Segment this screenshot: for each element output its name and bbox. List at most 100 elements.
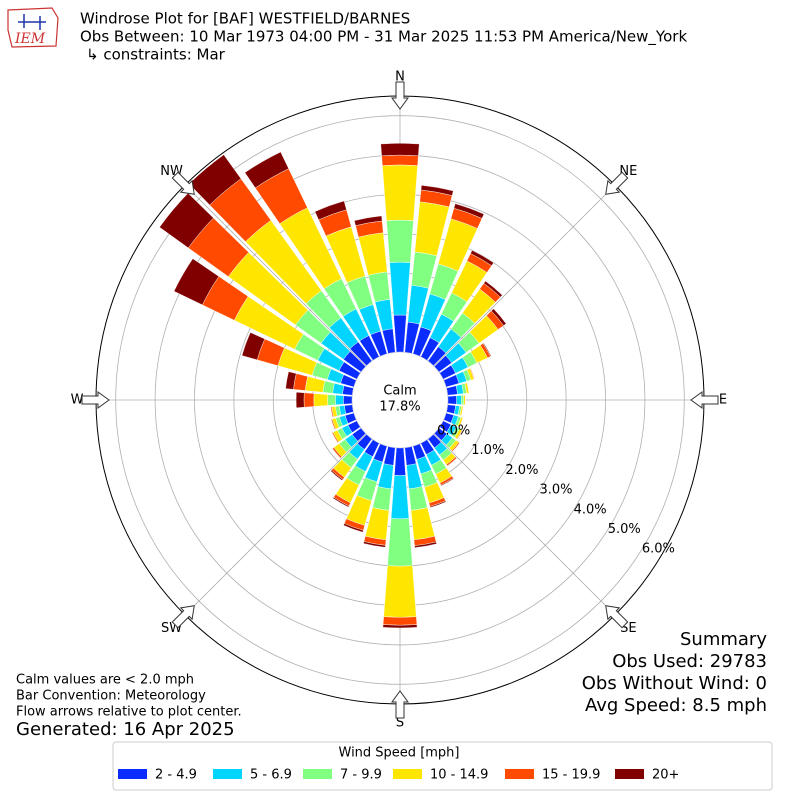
generated: Generated: 16 Apr 2025 (16, 719, 235, 740)
flow-arrow (171, 171, 195, 195)
bar-segment (482, 342, 492, 357)
flow-arrow-shape (171, 171, 195, 195)
bar-segment (332, 496, 350, 508)
x-tick-label: E (719, 393, 727, 408)
legend-label: 10 - 14.9 (430, 768, 488, 783)
bar-segment (343, 523, 364, 533)
bar-segment (414, 541, 437, 548)
bar-segment (365, 507, 390, 541)
bar-segment (382, 624, 418, 629)
logo-icon (18, 14, 46, 30)
legend-swatch (213, 769, 242, 779)
bar-segment (330, 406, 333, 418)
legend-swatch (118, 769, 147, 779)
flow-arrow-shape (171, 605, 195, 629)
logo-outline (7, 7, 59, 48)
bar-segment (381, 154, 419, 166)
bar-segment (313, 393, 328, 407)
bar-segment (244, 151, 289, 189)
flow-arrow (171, 605, 195, 629)
y-tick-label: 4.0% (574, 502, 607, 517)
bar-segment (335, 394, 344, 406)
bar-segment (343, 395, 353, 405)
bar-segment (367, 271, 391, 303)
bar-segment (456, 395, 462, 405)
summary-line: Avg Speed: 8.5 mph (585, 695, 767, 716)
bar-segment (382, 616, 418, 626)
flow-arrow-shape (391, 81, 409, 110)
bar-segment (332, 383, 345, 395)
y-tick-label: 0.0% (437, 424, 470, 439)
bar-segment (410, 507, 435, 541)
flow-arrow-shape (391, 690, 409, 719)
x-tick-label: W (71, 393, 84, 408)
constraints: ↳ constraints: Mar (86, 46, 226, 64)
note: Flow arrows relative to plot center. (16, 705, 242, 720)
bar-segment (461, 406, 464, 416)
bar-segment (331, 448, 341, 459)
bar-segment (470, 250, 494, 266)
legend-swatch (505, 769, 534, 779)
legend-label: 5 - 6.9 (250, 768, 292, 783)
bar-segment (303, 392, 315, 408)
flow-arrow (391, 690, 409, 719)
x-tick-label: S (396, 716, 404, 731)
legend-label: 7 - 9.9 (340, 768, 382, 783)
flow-arrow-shape (605, 605, 629, 629)
bar-segment (440, 477, 454, 487)
chart-subtitle: Obs Between: 10 Mar 1973 04:00 PM - 31 M… (80, 28, 687, 47)
bar-segment (447, 457, 458, 467)
note: Calm values are < 2.0 mph (16, 673, 194, 688)
y-tick-label: 2.0% (505, 463, 538, 478)
flow-arrow (605, 605, 629, 629)
flow-arrow-shape (690, 391, 719, 409)
bar-segment (241, 332, 265, 361)
flow-arrow (690, 391, 719, 409)
flow-arrow (605, 171, 629, 195)
y-tick-label: 6.0% (642, 542, 675, 557)
bar-segment (389, 262, 411, 316)
logo-text: IEM (14, 31, 46, 47)
bar-segment (314, 200, 347, 221)
bar-segment (408, 486, 428, 511)
legend-label: 2 - 4.9 (155, 768, 197, 783)
bar-segment (447, 395, 457, 405)
bar-segment (390, 475, 410, 520)
calm-label: Calm (383, 384, 416, 399)
bar-segment (429, 500, 447, 508)
bar-segment (383, 565, 417, 618)
bar-segment (453, 203, 485, 219)
legend-label: 20+ (652, 768, 679, 783)
bar-segment (461, 395, 464, 405)
bar-segment (420, 185, 454, 196)
bar-segment (304, 376, 326, 393)
bar-segment (173, 258, 220, 306)
legend-title: Wind Speed [mph] (339, 746, 460, 761)
bar-segment (372, 486, 392, 511)
bar-segment (285, 371, 297, 390)
bar-segment (354, 215, 383, 226)
bar-segment (327, 394, 336, 406)
bar-segment (386, 219, 414, 263)
x-tick-label: N (395, 70, 405, 85)
grid-line (433, 184, 616, 367)
bar-segment (452, 442, 460, 452)
bar-segment (467, 382, 470, 394)
y-tick-label: 5.0% (608, 522, 641, 537)
bar-segment (491, 308, 507, 326)
calm-percent: 17.8% (379, 400, 420, 415)
legend: 2 - 4.9 5 - 6.9 7 - 9.9 10 - 14.9 15 - 19.9 2… (118, 768, 679, 783)
flow-arrow-shape (81, 391, 110, 409)
summary-line: Obs Without Wind: 0 (582, 673, 767, 694)
bar-segment (446, 404, 456, 415)
grid-line (433, 433, 616, 616)
grid-line (184, 184, 367, 367)
logo: IEM (7, 7, 59, 48)
grid-ring (115, 115, 685, 685)
bar-segment (330, 469, 344, 481)
note: Bar Convention: Meteorology (16, 689, 206, 704)
legend-frame (112, 741, 773, 791)
bar-segment (446, 385, 458, 396)
